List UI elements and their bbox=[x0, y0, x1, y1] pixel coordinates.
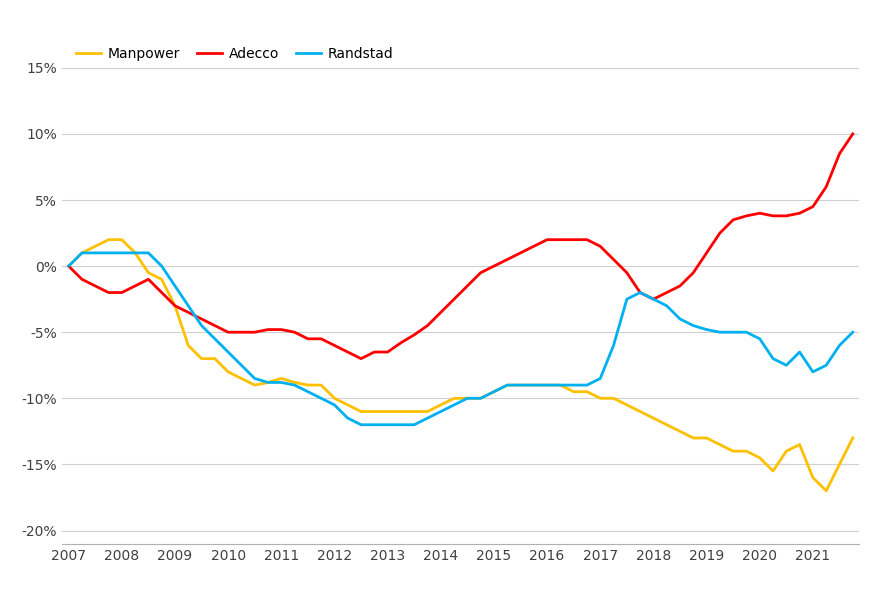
Line: Adecco: Adecco bbox=[69, 134, 852, 359]
Randstad bbox=[64, 262, 74, 269]
Manpower bbox=[276, 375, 287, 382]
Manpower bbox=[64, 262, 74, 269]
Adecco bbox=[289, 329, 299, 336]
Line: Manpower: Manpower bbox=[69, 240, 852, 491]
Adecco bbox=[847, 131, 858, 138]
Randstad bbox=[355, 421, 367, 428]
Adecco bbox=[64, 262, 74, 269]
Manpower bbox=[820, 488, 831, 495]
Line: Randstad: Randstad bbox=[69, 253, 852, 425]
Randstad bbox=[581, 382, 592, 389]
Adecco bbox=[315, 335, 326, 342]
Randstad bbox=[329, 401, 339, 408]
Adecco bbox=[568, 236, 579, 243]
Adecco bbox=[329, 342, 339, 349]
Randstad bbox=[77, 249, 88, 256]
Adecco bbox=[355, 355, 367, 362]
Manpower bbox=[568, 388, 579, 395]
Legend: Manpower, Adecco, Randstad: Manpower, Adecco, Randstad bbox=[70, 41, 399, 66]
Adecco bbox=[196, 316, 206, 323]
Manpower bbox=[847, 434, 858, 441]
Randstad bbox=[847, 329, 858, 336]
Manpower bbox=[209, 355, 220, 362]
Randstad bbox=[209, 335, 220, 342]
Manpower bbox=[342, 401, 353, 408]
Manpower bbox=[302, 382, 314, 389]
Randstad bbox=[302, 388, 314, 395]
Manpower bbox=[329, 395, 339, 402]
Adecco bbox=[262, 326, 273, 333]
Manpower bbox=[103, 236, 113, 243]
Randstad bbox=[276, 379, 287, 386]
Randstad bbox=[342, 415, 353, 422]
